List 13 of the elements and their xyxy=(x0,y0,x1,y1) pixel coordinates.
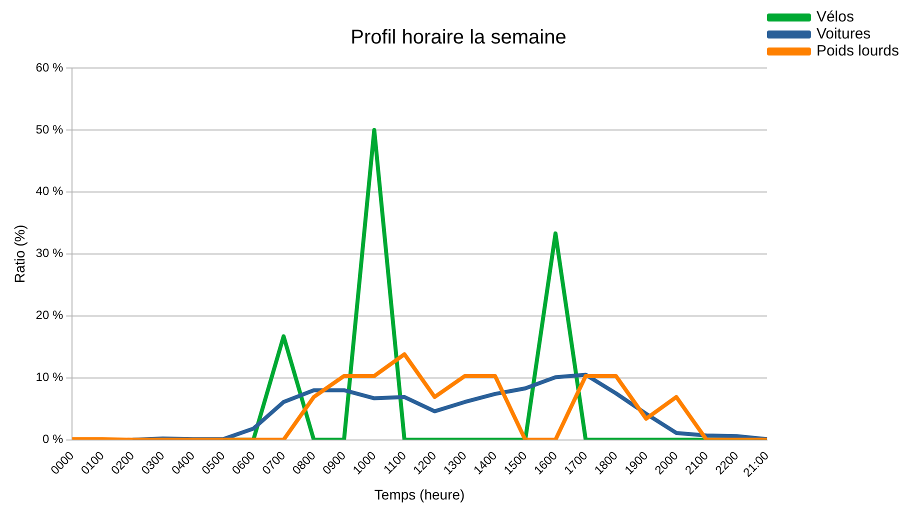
y-tick-label: 40 % xyxy=(36,184,64,198)
y-tick-label: 20 % xyxy=(36,308,64,322)
y-tick-label: 50 % xyxy=(36,122,64,136)
y-tick-label: 30 % xyxy=(36,246,64,260)
chart-title: Profil horaire la semaine xyxy=(350,26,566,49)
y-tick-label: 0 % xyxy=(42,432,64,446)
y-tick-label: 10 % xyxy=(36,370,64,384)
y-axis-title: Ratio (%) xyxy=(11,224,28,284)
legend-label: Vélos xyxy=(816,8,854,26)
y-tick-label: 60 % xyxy=(36,60,64,74)
legend-label: Voitures xyxy=(816,26,871,43)
x-axis-title: Temps (heure) xyxy=(374,486,465,502)
legend-label: Poids lourds xyxy=(816,42,900,60)
